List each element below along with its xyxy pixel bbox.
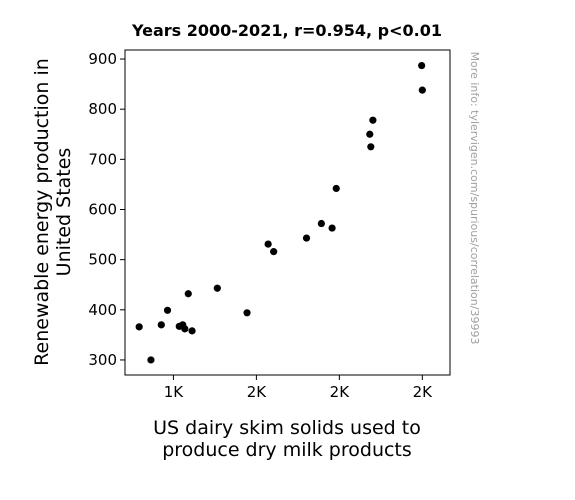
data-point (369, 116, 377, 124)
y-tick-label: 600 (88, 200, 117, 218)
data-point (367, 143, 375, 151)
x-tick-label: 2K (413, 383, 434, 401)
x-tick-label: 1K (164, 383, 185, 401)
data-point (418, 86, 426, 94)
data-point (181, 325, 189, 333)
y-tick-label: 900 (88, 50, 117, 68)
y-tick-label: 800 (88, 100, 117, 118)
data-point (302, 234, 311, 242)
chart-title: Years 2000-2021, r=0.954, p<0.01 (131, 21, 442, 40)
y-tick-label: 700 (88, 150, 117, 168)
y-tick-label: 300 (88, 351, 117, 369)
y-tick-label: 500 (88, 251, 117, 269)
y-axis-label-line-2: United States (53, 148, 75, 277)
x-axis-label-line-2: produce dry milk products (162, 439, 412, 461)
x-tick-label: 2K (330, 383, 351, 401)
plot-area (124, 49, 451, 376)
data-point (418, 61, 426, 70)
data-point (264, 240, 272, 248)
data-point (157, 321, 165, 329)
data-point (213, 284, 221, 292)
data-point (135, 323, 143, 331)
data-point (317, 219, 325, 228)
x-axis: 1K 2K 2K 2K (164, 375, 433, 401)
data-point (184, 290, 192, 298)
watermark: More info: tylervigen.com/spurious/corre… (468, 52, 481, 345)
x-tick-label: 2K (247, 383, 268, 401)
data-point (163, 306, 172, 314)
data-point (243, 309, 251, 317)
x-axis-label-line-1: US dairy skim solids used to (153, 417, 421, 439)
data-points (135, 61, 426, 364)
data-point (147, 356, 155, 364)
y-axis-label-line-1: Renewable energy production in (31, 58, 53, 366)
data-point (270, 248, 278, 256)
y-tick-label: 400 (88, 301, 117, 319)
data-point (332, 184, 340, 193)
data-point (188, 327, 196, 335)
y-axis: 300 400 500 600 700 800 900 (88, 50, 125, 369)
data-point (366, 130, 374, 138)
data-point (328, 224, 336, 232)
